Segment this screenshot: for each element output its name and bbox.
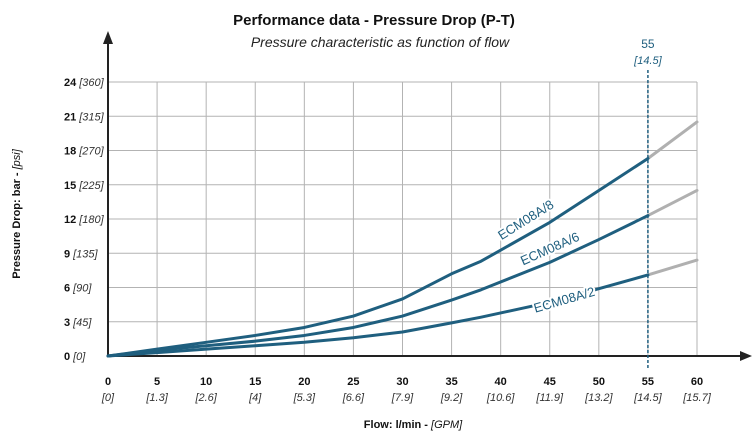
y-tick-value: 24 [64,77,77,89]
x-tick-alt: [4] [248,392,262,404]
x-axis-arrow [740,351,752,361]
x-tick-alt: [9.2] [440,392,463,404]
series-line [106,156,650,358]
y-tick-value: 18 [64,146,76,158]
y-tick-alt: [225] [78,180,104,192]
x-tick-value: 60 [691,376,703,388]
flow-marker: 55 [14.5] [633,37,663,368]
y-tick-alt: [0] [72,351,86,363]
series-extension-line [646,258,699,277]
y-tick-value: 21 [64,111,76,123]
y-axis-arrow [103,31,113,44]
x-tick-value: 55 [642,376,654,388]
series-extension-line [646,120,699,160]
marker-value-alt: [14.5] [633,55,662,67]
x-tick-value: 0 [105,376,111,388]
y-tick-alt: [180] [78,214,104,226]
x-tick-alt: [15.7] [682,392,711,404]
x-tick-value: 40 [495,376,507,388]
series-line [106,273,650,358]
chart-title: Performance data - Pressure Drop (P-T) [233,12,515,29]
y-tick-alt: [315] [78,111,104,123]
y-tick-value: 6 [64,283,70,295]
y-tick-label: 9 [135] [64,248,99,260]
y-tick-alt: [360] [78,77,104,89]
chart-subtitle: Pressure characteristic as function of f… [251,34,510,50]
x-tick-value: 10 [200,376,212,388]
x-axis-title: Flow: l/min - [GPM] [364,419,463,431]
x-tick-value: 50 [593,376,605,388]
y-tick-label: 18 [270] [64,146,105,158]
y-axis-title-main: Pressure Drop: bar - [11,169,23,278]
y-tick-alt: [135] [72,248,98,260]
y-tick-label: 21 [315] [64,111,105,123]
x-axis-title-alt: [GPM] [430,419,463,431]
series-label: ECM08A/2 [532,284,597,316]
y-tick-alt: [90] [72,283,92,295]
marker-value-label: 55 [641,37,655,51]
x-tick-value: 30 [396,376,408,388]
series-line [106,214,650,358]
y-tick-value: 12 [64,214,76,226]
y-tick-value: 0 [64,351,70,363]
x-tick-value: 20 [298,376,310,388]
x-tick-alt: [14.5] [633,392,662,404]
x-tick-value: 35 [445,376,457,388]
y-tick-label: 0 [0] [64,351,86,363]
y-tick-label: 15 [225] [64,180,105,192]
x-tick-alt: [13.2] [584,392,613,404]
y-tick-label: 12 [180] [64,214,105,226]
y-tick-alt: [270] [78,146,104,158]
x-tick-alt: [7.9] [391,392,414,404]
y-tick-alt: [45] [72,317,92,329]
x-tick-alt: [1.3] [145,392,168,404]
x-tick-alt: [2.6] [194,392,217,404]
x-tick-alt: [0] [101,392,115,404]
y-tick-value: 9 [64,248,70,260]
x-axis-title-main: Flow: l/min - [364,419,431,431]
series-extension-line [646,188,699,218]
y-tick-value: 15 [64,180,76,192]
x-tick-alt: [6.6] [342,392,365,404]
x-tick-value: 45 [544,376,556,388]
x-tick-value: 25 [347,376,359,388]
y-tick-value: 3 [64,317,70,329]
axes [103,31,752,361]
y-tick-label: 24 [360] [64,77,105,89]
x-tick-value: 15 [249,376,261,388]
tick-labels: 0 [0]3 [45]6 [90]9 [135]12 [180]15 [225]18 [270… [64,77,712,404]
y-axis-title: Pressure Drop: bar - [psi] [11,148,23,279]
y-tick-label: 6 [90] [64,283,92,295]
x-tick-alt: [10.6] [486,392,515,404]
y-tick-label: 3 [45] [64,317,92,329]
x-tick-alt: [11.9] [535,392,564,404]
y-axis-title-alt: [psi] [11,148,23,170]
x-tick-alt: [5.3] [293,392,316,404]
x-tick-value: 5 [154,376,160,388]
